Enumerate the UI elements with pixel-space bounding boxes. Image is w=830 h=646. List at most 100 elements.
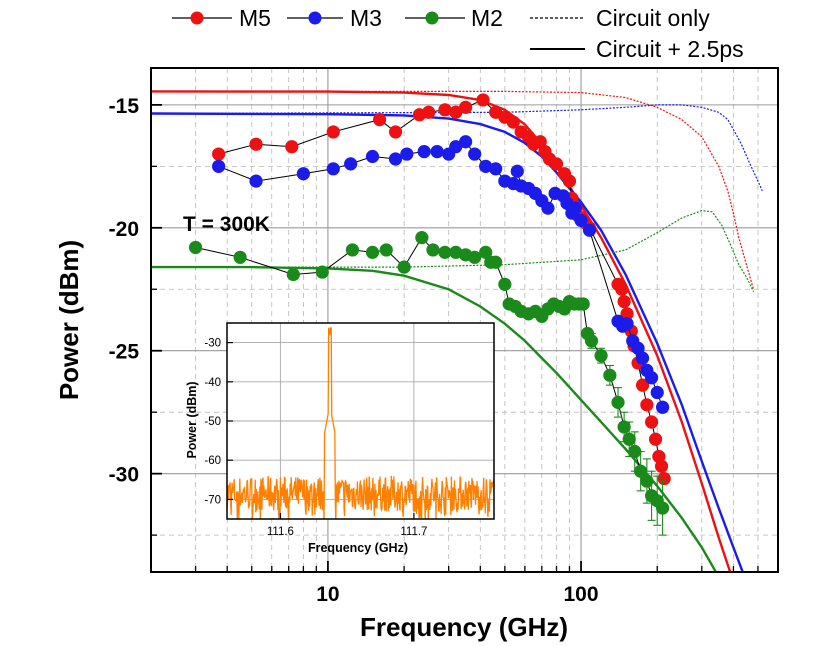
- data-point-m3: [344, 157, 358, 171]
- data-point-m2: [640, 474, 654, 488]
- inset-trace: [227, 326, 494, 519]
- data-point-m3: [650, 385, 664, 400]
- data-point-m5: [657, 471, 671, 486]
- data-point-m3: [449, 140, 463, 154]
- data-point-m3: [296, 167, 310, 181]
- data-point-m2: [603, 368, 617, 382]
- data-point-m5: [635, 378, 650, 392]
- data-point-m2: [449, 245, 463, 259]
- data-point-m3: [541, 201, 555, 215]
- data-point-m3: [326, 162, 340, 176]
- data-point-m5: [644, 415, 659, 429]
- data-point-m2: [365, 245, 380, 259]
- data-point-m5: [549, 157, 564, 171]
- data-point-m3: [388, 152, 403, 166]
- y-tick-label: -25: [109, 341, 140, 364]
- data-point-m2: [345, 243, 360, 257]
- model-curve-dotted: [151, 209, 755, 292]
- data-point-m2: [315, 265, 329, 279]
- data-point-m2: [634, 464, 648, 478]
- data-point-m3: [212, 159, 226, 173]
- data-point-m3: [400, 147, 414, 161]
- data-point-m2: [397, 260, 411, 274]
- data-point-m3: [468, 147, 482, 161]
- data-point-m5: [388, 125, 403, 139]
- inset-y-tick-label: -70: [204, 494, 221, 506]
- data-point-m5: [617, 294, 631, 309]
- data-point-m5: [648, 432, 663, 446]
- legend-marker-m3: [308, 11, 322, 25]
- data-point-m2: [468, 250, 482, 264]
- legend-marker-m5: [190, 11, 204, 25]
- data-point-m3: [249, 174, 263, 188]
- data-point-m2: [617, 420, 631, 434]
- data-point-m5: [422, 105, 436, 119]
- data-point-m5: [449, 105, 463, 119]
- data-point-m2: [489, 255, 503, 269]
- legend-marker-m2: [425, 11, 439, 25]
- data-point-m3: [417, 144, 431, 159]
- inset-y-axis-title: Power (dBm): [185, 381, 199, 458]
- data-point-m3: [568, 201, 582, 215]
- data-point-m5: [249, 137, 263, 151]
- inset-y-tick-label: -40: [204, 377, 221, 389]
- data-point-m5: [654, 459, 669, 473]
- y-axis-title: Power (dBm): [54, 240, 84, 400]
- data-point-m3: [574, 213, 588, 228]
- inset-spectrum-line: [227, 326, 494, 519]
- x-tick-label: 100: [564, 583, 599, 606]
- temperature-annotation: T = 300K: [183, 213, 270, 236]
- data-point-m3: [489, 162, 503, 176]
- data-point-m3: [644, 371, 659, 385]
- data-point-m5: [506, 115, 520, 129]
- data-point-m5: [615, 282, 629, 296]
- model-curve-solid: [151, 265, 718, 572]
- data-point-m2: [498, 277, 512, 291]
- data-point-m2: [611, 395, 625, 409]
- y-tick-label: -20: [109, 218, 139, 241]
- data-point-m5: [212, 147, 226, 161]
- data-point-m2: [584, 334, 599, 348]
- data-point-m5: [459, 100, 473, 114]
- inset-x-axis-title: Frequency (GHz): [308, 541, 408, 555]
- data-point-m2: [479, 245, 493, 259]
- data-point-m3: [510, 164, 524, 178]
- data-point-m2: [286, 267, 300, 282]
- data-point-m2: [379, 243, 393, 257]
- data-point-m5: [562, 174, 577, 188]
- inset-ticks: 111.6 111.7 -30 -40 -50 -60 -70: [204, 338, 427, 538]
- legend-label-circuit-only: Circuit only: [596, 5, 710, 31]
- data-point-m2: [576, 297, 590, 311]
- legend-label-m5: M5: [239, 5, 271, 31]
- data-point-m5: [476, 93, 490, 107]
- inset-y-tick-label: -50: [204, 416, 221, 428]
- x-axis-title: Frequency (GHz): [360, 612, 568, 642]
- data-point-m3: [582, 223, 597, 237]
- y-tick-label: -15: [109, 95, 140, 118]
- data-point-m2: [655, 501, 670, 515]
- data-point-m3: [479, 159, 493, 173]
- inset-y-tick-label: -30: [204, 338, 221, 350]
- data-point-m2: [438, 245, 452, 259]
- data-point-m2: [188, 240, 203, 255]
- data-point-m3: [655, 400, 670, 414]
- plot-frame: [150, 67, 779, 573]
- inset-spectrum: 111.6 111.7 -30 -40 -50 -60 -70 Frequency (GHz…: [185, 322, 495, 555]
- y-tick-label: -30: [109, 464, 139, 487]
- inset-y-tick-label: -60: [204, 455, 221, 467]
- axis-ticks: 10 100 -15 -20 -25 -30: [109, 95, 759, 606]
- data-point-m3: [620, 317, 634, 331]
- legend-label-circuit-plus: Circuit + 2.5ps: [596, 36, 744, 62]
- data-point-m3: [459, 135, 473, 149]
- data-point-m5: [620, 307, 634, 321]
- data-point-m2: [622, 432, 636, 446]
- model-curve-dotted: [151, 104, 763, 192]
- data-point-m3: [631, 341, 645, 355]
- data-point-m3: [430, 144, 444, 159]
- x-tick-label: 10: [316, 583, 339, 606]
- model-curve-dotted: [151, 90, 755, 290]
- legend: M5 M3 M2 Circuit only Circuit + 2.5ps: [172, 5, 744, 62]
- legend-label-m2: M2: [471, 5, 503, 31]
- data-point-m3: [635, 351, 650, 365]
